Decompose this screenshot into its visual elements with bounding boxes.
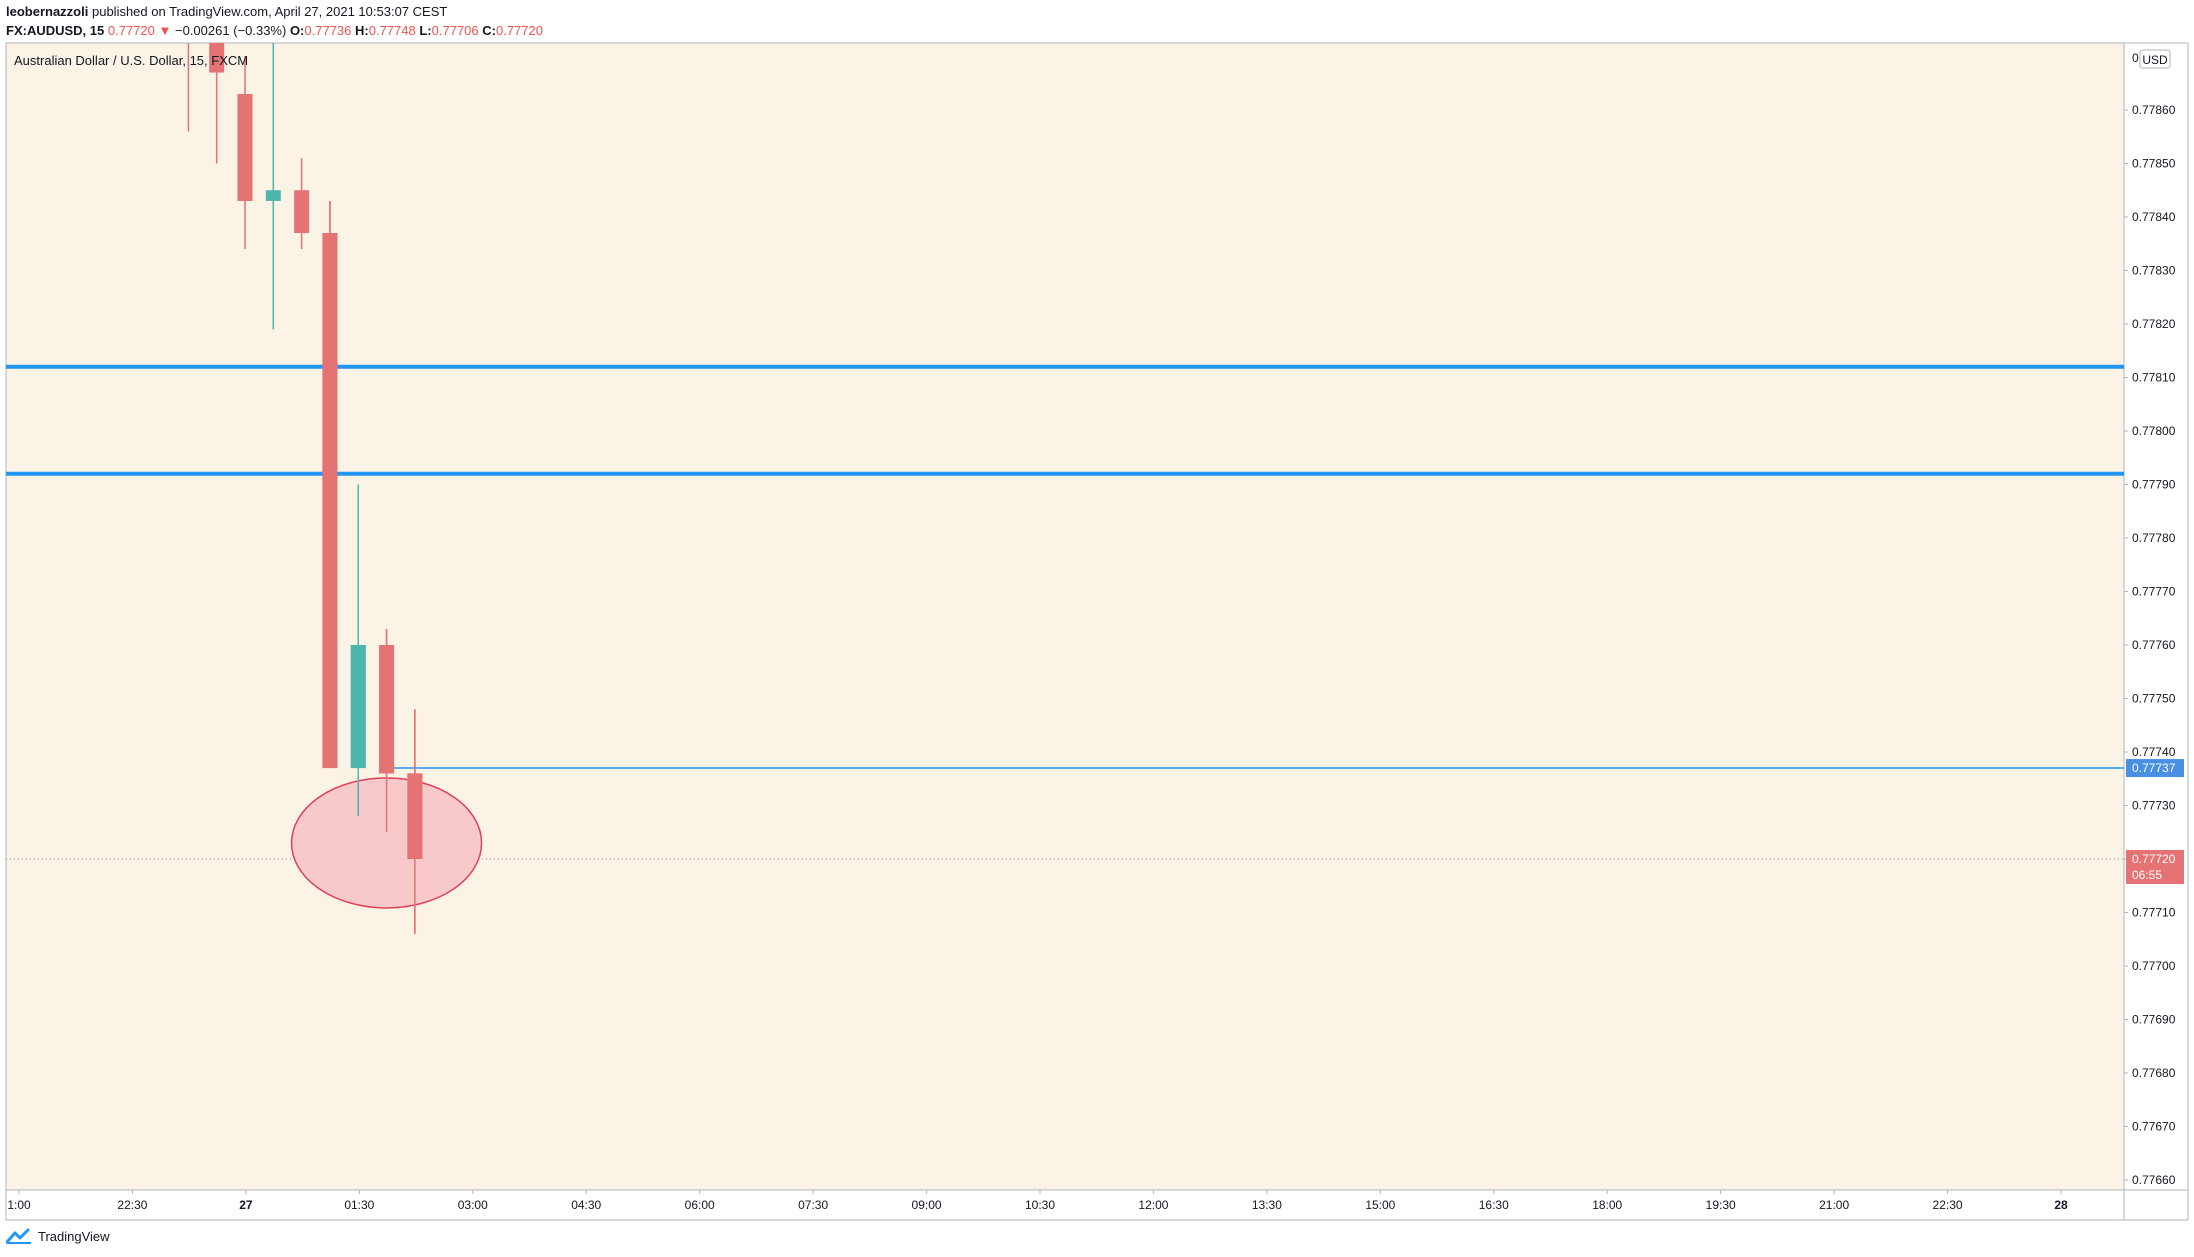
x-tick-label: 28 [2054, 1198, 2068, 1212]
open-label: O: [289, 23, 305, 38]
candle-body-overlay [379, 645, 395, 774]
annotations[interactable] [6, 200, 2124, 934]
y-tick-label: 0.77810 [2132, 371, 2176, 385]
y-tick-label: 0.77680 [2132, 1066, 2176, 1080]
y-tick-label-top: 0 [2132, 51, 2139, 65]
currency-box[interactable] [2139, 49, 2171, 69]
x-tick-label: 07:30 [798, 1198, 828, 1212]
x-tick-label: 19:30 [1706, 1198, 1736, 1212]
open-value: 0.77736 [304, 23, 352, 38]
currency-label: USD [2142, 53, 2168, 67]
candle-body [237, 93, 253, 201]
y-tick-label: 0.77800 [2132, 424, 2176, 438]
tradingview-logo-icon [6, 1228, 31, 1244]
brand-name: TradingView [38, 1228, 110, 1244]
candle [237, 56, 253, 250]
last-price-marker[interactable] [2126, 850, 2184, 884]
x-tick-label: 18:00 [1592, 1198, 1622, 1212]
candle [181, 0, 196, 132]
x-tick-label: 04:30 [571, 1198, 601, 1212]
y-tick-label: 0.77840 [2132, 210, 2176, 224]
last-price: 0.77720 [107, 23, 155, 38]
y-tick-label: 0.77780 [2132, 531, 2176, 545]
x-tick-label: 03:00 [458, 1198, 488, 1212]
publish-info: leobernazzoli published on TradingView.c… [6, 2, 543, 21]
close-label: C: [482, 23, 496, 38]
x-tick-label: 1:00 [7, 1198, 31, 1212]
x-tick-label: 15:00 [1365, 1198, 1395, 1212]
time-axis[interactable]: 1:00 22:30 27 01:30 03:00 04:30 06:00 07:30 09:0… [7, 1190, 2068, 1212]
x-tick-label: 06:00 [685, 1198, 715, 1212]
y-tick-label: 0.77670 [2132, 1120, 2176, 1134]
candle [294, 158, 310, 250]
x-tick-label: 09:00 [912, 1198, 942, 1212]
y-tick-label: 0.77690 [2132, 1013, 2176, 1027]
y-tick-label: 0.77820 [2132, 317, 2176, 331]
y-tick-label: 0.77700 [2132, 959, 2176, 973]
chart-frame [5, 42, 2189, 1221]
candle [209, 43, 225, 164]
x-tick-label: 12:00 [1138, 1198, 1168, 1212]
y-tick-label: 0.77760 [2132, 638, 2176, 652]
x-tick-label: 10:30 [1025, 1198, 1055, 1212]
x-tick-label: 13:30 [1252, 1198, 1282, 1212]
chart-header: leobernazzoli published on TradingView.c… [6, 2, 543, 40]
symbol-info: FX:AUDUSD, 15 0.77720 ▼ −0.00261 (−0.33%… [6, 21, 543, 40]
tradingview-branding[interactable]: TradingView [6, 1228, 110, 1244]
y-tick-label: 0.77660 [2132, 1173, 2176, 1187]
symbol-name: FX:AUDUSD, 15 [6, 23, 105, 38]
close-value: 0.77720 [495, 23, 543, 38]
x-tick-label: 22:30 [1933, 1198, 1963, 1212]
candle-body-overlay [350, 645, 366, 769]
y-tick-label: 0.77830 [2132, 264, 2176, 278]
published-text: published on TradingView.com, April 27, … [91, 4, 448, 19]
x-tick-label: 22:30 [117, 1198, 147, 1212]
x-tick-label: 21:00 [1819, 1198, 1849, 1212]
low-label: L: [419, 23, 432, 38]
x-tick-label: 01:30 [344, 1198, 374, 1212]
candle-body [181, 0, 196, 3]
level-price-marker[interactable] [2126, 759, 2184, 778]
candle-body-overlay [322, 233, 338, 769]
y-tick-label: 0.77750 [2132, 692, 2176, 706]
high-value: 0.77748 [368, 23, 416, 38]
author-name[interactable]: leobernazzoli [6, 4, 89, 19]
high-label: H: [355, 23, 369, 38]
y-tick-label: 0.77770 [2132, 585, 2176, 599]
candle-body [209, 43, 225, 73]
y-tick-label: 0.77850 [2132, 157, 2176, 171]
price-axis[interactable]: 0.77660 0.77670 0.77680 0.77690 0.77700 0.777… [2124, 51, 2184, 1187]
y-tick-label: 0.77860 [2132, 103, 2176, 117]
candle-body [265, 190, 281, 201]
last-price-label: 0.77720 [2132, 852, 2176, 866]
x-tick-label: 16:30 [1479, 1198, 1509, 1212]
low-value: 0.77706 [431, 23, 479, 38]
candle [153, 0, 168, 3]
candle [265, 43, 281, 330]
horizontal-levels[interactable] [6, 364, 2124, 476]
chart-title: Australian Dollar / U.S. Dollar, 15, FXC… [14, 53, 248, 68]
change-arrow-icon: ▼ [158, 23, 172, 38]
x-tick-label: 27 [239, 1198, 253, 1212]
price-change: −0.00261 (−0.33%) [175, 23, 287, 38]
y-tick-label: 0.77740 [2132, 745, 2176, 759]
y-tick-label: 0.77730 [2132, 799, 2176, 813]
level-price-label: 0.77737 [2132, 761, 2176, 775]
candle-body [294, 190, 310, 234]
bar-countdown-label: 06:55 [2132, 868, 2162, 882]
candle-body-overlay [407, 773, 423, 859]
y-tick-label: 0.77790 [2132, 478, 2176, 492]
y-tick-label: 0.77710 [2132, 906, 2176, 920]
